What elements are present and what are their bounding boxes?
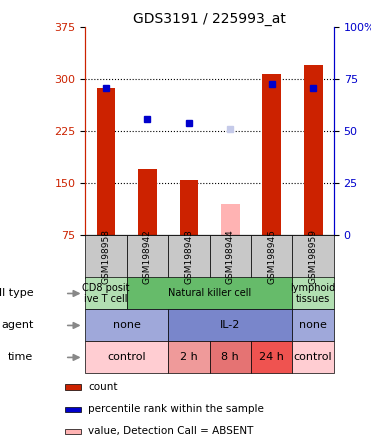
Bar — [168, 235, 210, 278]
Text: value, Detection Call = ABSENT: value, Detection Call = ABSENT — [88, 426, 254, 436]
Text: GSM198945: GSM198945 — [267, 229, 276, 284]
Bar — [221, 204, 240, 235]
Bar — [85, 341, 168, 373]
Bar — [210, 235, 251, 278]
Text: cell type: cell type — [0, 289, 33, 298]
Text: GSM198958: GSM198958 — [102, 229, 111, 284]
Text: 8 h: 8 h — [221, 353, 239, 362]
Bar — [127, 235, 168, 278]
Text: 2 h: 2 h — [180, 353, 198, 362]
Bar — [65, 429, 81, 434]
Bar — [210, 341, 251, 373]
Text: time: time — [8, 353, 33, 362]
Text: GSM198942: GSM198942 — [143, 229, 152, 284]
Text: count: count — [88, 382, 118, 392]
Bar — [168, 341, 210, 373]
Text: none: none — [299, 321, 327, 330]
Bar — [251, 235, 292, 278]
Text: lymphoid
tissues: lymphoid tissues — [290, 283, 336, 304]
Title: GDS3191 / 225993_at: GDS3191 / 225993_at — [133, 12, 286, 26]
Bar — [180, 180, 198, 235]
Bar — [97, 88, 115, 235]
Bar — [292, 278, 334, 309]
Bar — [292, 235, 334, 278]
Bar — [292, 309, 334, 341]
Bar — [65, 407, 81, 412]
Text: 24 h: 24 h — [259, 353, 284, 362]
Bar — [85, 309, 168, 341]
Bar — [85, 278, 127, 309]
Text: IL-2: IL-2 — [220, 321, 240, 330]
Text: control: control — [108, 353, 146, 362]
Bar — [292, 341, 334, 373]
Text: percentile rank within the sample: percentile rank within the sample — [88, 404, 264, 414]
Bar — [262, 74, 281, 235]
Bar — [304, 65, 322, 235]
Bar — [85, 235, 127, 278]
Text: GSM198943: GSM198943 — [184, 229, 193, 284]
Bar — [65, 385, 81, 390]
Text: none: none — [113, 321, 141, 330]
Text: agent: agent — [1, 321, 33, 330]
Bar — [138, 169, 157, 235]
Text: GSM198944: GSM198944 — [226, 229, 235, 284]
Bar — [251, 341, 292, 373]
Text: GSM198959: GSM198959 — [309, 229, 318, 284]
Bar — [127, 278, 292, 309]
Bar — [168, 309, 292, 341]
Text: control: control — [294, 353, 332, 362]
Text: CD8 posit
ive T cell: CD8 posit ive T cell — [82, 283, 130, 304]
Text: Natural killer cell: Natural killer cell — [168, 289, 251, 298]
